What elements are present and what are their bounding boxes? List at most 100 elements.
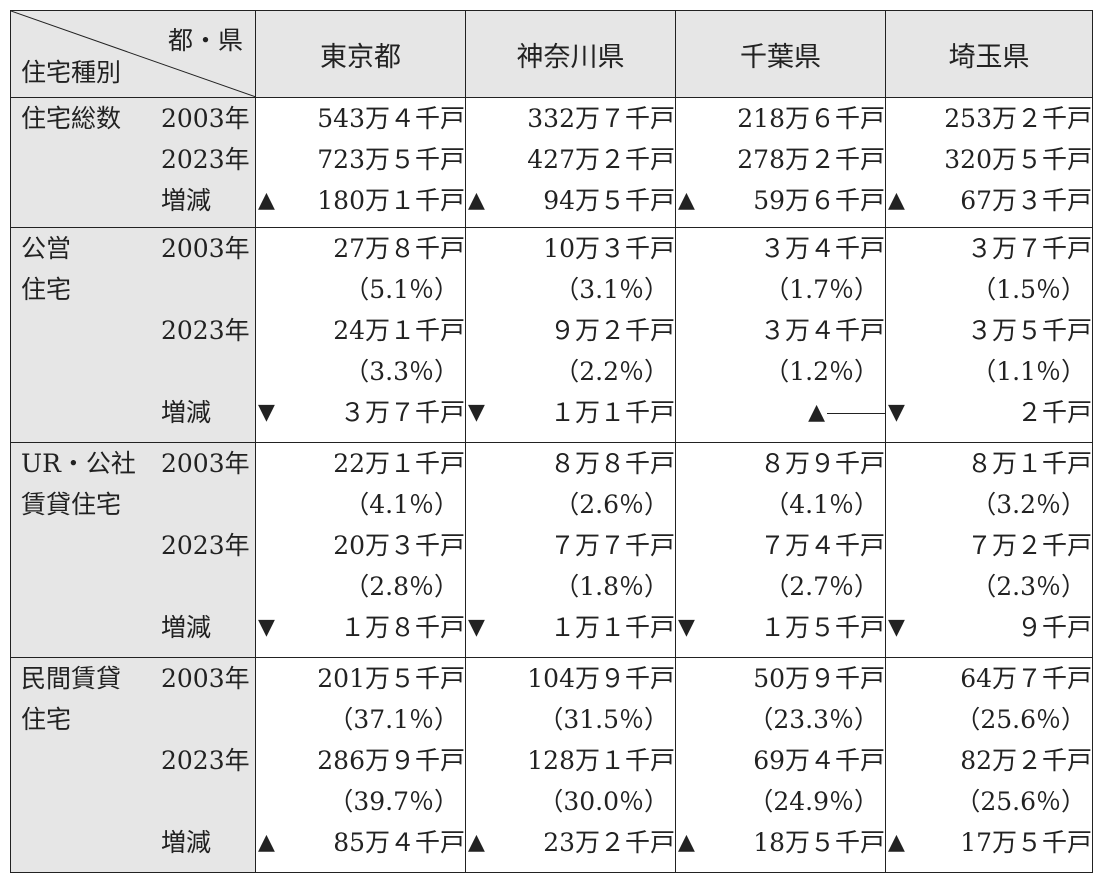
- share-2003: （1.5％）: [971, 274, 1086, 304]
- data-cell-chiba: 50万９千戸 （23.3％） 69万４千戸 （24.9％） ▲ 18万５千戸: [675, 656, 886, 874]
- year-label-2023: 2023年: [161, 145, 250, 174]
- share-2003: （1.7％）: [764, 274, 879, 304]
- change-value: 94万５千戸: [543, 186, 675, 215]
- down-triangle-icon: ▼: [678, 614, 695, 640]
- value-2023: 320万５千戸: [944, 145, 1092, 174]
- value-2023: 278万２千戸: [737, 145, 885, 174]
- row-label-cell: UR・公社 賃貸住宅 2003年 . 2023年 . 増減: [10, 441, 256, 658]
- up-triangle-icon: ▲: [808, 399, 825, 425]
- change-value: 18万５千戸: [753, 827, 885, 857]
- up-triangle-icon: ▲: [258, 188, 275, 213]
- category-label-line-1: 民間賃貸: [21, 663, 122, 693]
- change-value: 180万１千戸: [317, 186, 465, 215]
- down-triangle-icon: ▼: [258, 399, 275, 425]
- down-triangle-icon: ▼: [468, 614, 485, 640]
- up-triangle-icon: ▲: [258, 829, 275, 855]
- value-2003: ３万７千戸: [966, 233, 1092, 263]
- change-value: 85万４千戸: [333, 827, 465, 857]
- up-triangle-icon: ▲: [468, 829, 485, 855]
- value-2023: ９万２千戸: [549, 315, 675, 345]
- change-value: 59万６千戸: [753, 186, 885, 215]
- section-row-public-housing: 公営 住宅 2003年 . 2023年 . 増減 27万８千戸 （5.1％） 2…: [10, 226, 1093, 443]
- year-label-2023: 2023年: [161, 315, 250, 345]
- change-label: 増減: [161, 397, 212, 427]
- category-label-line-1: UR・公社: [21, 448, 136, 478]
- change-label: 増減: [161, 186, 212, 215]
- data-cell-tokyo: 201万５千戸 （37.1％） 286万９千戸 （39.7％） ▲ 85万４千戸: [255, 656, 466, 874]
- value-2003: 10万３千戸: [543, 233, 675, 263]
- value-2023: ７万２千戸: [966, 530, 1092, 560]
- value-2003: ３万４千戸: [759, 233, 885, 263]
- value-2023: 723万５千戸: [317, 145, 465, 174]
- share-2003: （4.1％）: [344, 489, 459, 519]
- change-value: ３万７千戸: [339, 397, 465, 427]
- row-label-cell: 民間賃貸 住宅 2003年 . 2023年 . 増減: [10, 656, 256, 874]
- share-2023: （25.6％）: [955, 786, 1086, 816]
- corner-housing-type-label: 住宅種別: [21, 58, 122, 87]
- data-cell-chiba: ３万４千戸 （1.7％） ３万４千戸 （1.2％） ▲: [675, 226, 886, 443]
- value-2003: 22万１千戸: [333, 448, 465, 478]
- up-triangle-icon: ▲: [678, 829, 695, 855]
- share-2003: （25.6％）: [955, 704, 1086, 734]
- prefecture-header-chiba: 千葉県: [675, 10, 886, 98]
- up-triangle-icon: ▲: [888, 188, 905, 213]
- value-2003: 218万６千戸: [737, 104, 885, 133]
- share-2003: （37.1％）: [328, 704, 459, 734]
- up-triangle-icon: ▲: [468, 188, 485, 213]
- change-value: １万１千戸: [549, 612, 675, 642]
- share-2023: （3.3％）: [344, 356, 459, 386]
- header-row: 都・県 住宅種別 東京都 神奈川県 千葉県 埼玉県: [10, 10, 1093, 98]
- share-2003: （3.1％）: [554, 274, 669, 304]
- year-label-2003: 2003年: [161, 663, 250, 693]
- change-value: 23万２千戸: [543, 827, 675, 857]
- prefecture-header-tokyo: 東京都: [255, 10, 466, 98]
- share-2003: （5.1％）: [344, 274, 459, 304]
- data-cell-saitama: 253万２千戸 320万５千戸 ▲ 67万３千戸: [885, 97, 1093, 228]
- share-2023: （30.0％）: [538, 786, 669, 816]
- value-2003: ８万９千戸: [759, 448, 885, 478]
- year-label-2003: 2003年: [161, 233, 250, 263]
- down-triangle-icon: ▼: [888, 614, 905, 640]
- value-2003: 543万４千戸: [317, 104, 465, 133]
- prefecture-header-kanagawa: 神奈川県: [465, 10, 676, 98]
- diagonal-divider: [11, 11, 256, 97]
- value-2023: ７万７千戸: [549, 530, 675, 560]
- change-label: 増減: [161, 827, 212, 857]
- down-triangle-icon: ▼: [888, 399, 905, 425]
- housing-table: 都・県 住宅種別 東京都 神奈川県 千葉県 埼玉県 住宅総数 2003年 202…: [10, 10, 1093, 874]
- data-cell-kanagawa: 10万３千戸 （3.1％） ９万２千戸 （2.2％） ▼ １万１千戸: [465, 226, 676, 443]
- change-value: １万５千戸: [759, 612, 885, 642]
- row-label-cell: 住宅総数 2003年 2023年 増減: [10, 97, 256, 228]
- share-2003: （2.6％）: [554, 489, 669, 519]
- value-2003: ８万８千戸: [549, 448, 675, 478]
- year-label-2003: 2003年: [161, 448, 250, 478]
- share-2023: （2.3％）: [971, 571, 1086, 601]
- value-2023: ３万５千戸: [966, 315, 1092, 345]
- category-label: 住宅総数: [21, 104, 122, 133]
- data-cell-saitama: ３万７千戸 （1.5％） ３万５千戸 （1.1％） ▼ ２千戸: [885, 226, 1093, 443]
- share-2023: （1.1％）: [971, 356, 1086, 386]
- up-triangle-icon: ▲: [888, 829, 905, 855]
- up-triangle-icon: ▲: [678, 188, 695, 213]
- section-row-total-housing: 住宅総数 2003年 2023年 増減 543万４千戸 723万５千戸 ▲ 180…: [10, 97, 1093, 228]
- data-cell-kanagawa: 104万９千戸 （31.5％） 128万１千戸 （30.0％） ▲ 23万２千戸: [465, 656, 676, 874]
- change-value: ２千戸: [1016, 397, 1092, 427]
- change-label: 増減: [161, 612, 212, 642]
- data-cell-kanagawa: 332万７千戸 427万２千戸 ▲ 94万５千戸: [465, 97, 676, 228]
- change-value: 67万３千戸: [960, 186, 1092, 215]
- data-cell-saitama: ８万１千戸 （3.2％） ７万２千戸 （2.3％） ▼ ９千戸: [885, 441, 1093, 658]
- category-label-line-1: 公営: [21, 233, 72, 263]
- value-2003: 332万７千戸: [527, 104, 675, 133]
- share-2023: （39.7％）: [328, 786, 459, 816]
- change-value: １万１千戸: [549, 397, 675, 427]
- change-value: １万８千戸: [339, 612, 465, 642]
- year-label-2023: 2023年: [161, 745, 250, 775]
- share-2003: （23.3％）: [748, 704, 879, 734]
- share-2023: （2.8％）: [344, 571, 459, 601]
- value-2023: 69万４千戸: [753, 745, 885, 775]
- value-2023: 427万２千戸: [527, 145, 675, 174]
- section-row-private-rental: 民間賃貸 住宅 2003年 . 2023年 . 増減 201万５千戸 （37.1…: [10, 656, 1093, 874]
- corner-header-cell: 都・県 住宅種別: [10, 10, 256, 98]
- value-2003: 27万８千戸: [333, 233, 465, 263]
- value-2003: 104万９千戸: [527, 663, 675, 693]
